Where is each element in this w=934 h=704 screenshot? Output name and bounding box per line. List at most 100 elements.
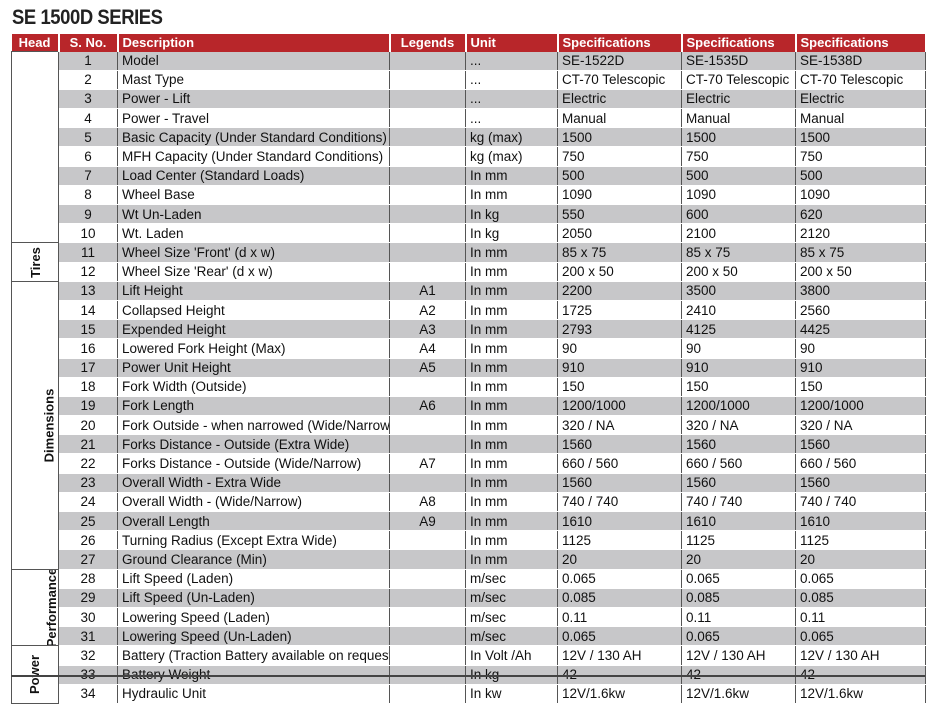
spec-1-cell: 1500 — [557, 127, 682, 148]
legend-cell: A6 — [389, 396, 466, 417]
spec-1-cell: 1610 — [557, 511, 682, 532]
spec-1-cell: 0.065 — [557, 626, 682, 647]
spec-1-cell: SE-1522D — [557, 51, 682, 71]
group-head-cell: Tires — [11, 242, 59, 282]
sno-cell: 26 — [58, 530, 118, 551]
sno-cell: 9 — [58, 204, 118, 225]
spec-1-cell: 85 x 75 — [557, 242, 682, 263]
table-row: 2 Mast Type... CT-70 Telescopic CT-70 Teles… — [12, 70, 926, 90]
spec-2-cell: 0.065 — [681, 626, 796, 647]
description-cell: Forks Distance - Outside (Extra Wide) — [117, 434, 390, 455]
sno-cell: 22 — [58, 453, 118, 474]
spec-3-cell: 1125 — [795, 530, 926, 551]
unit-cell: In mm — [465, 473, 558, 493]
sno-cell: 25 — [58, 511, 118, 532]
spec-1-cell: 150 — [557, 377, 682, 397]
description-cell: Overall Width - (Wide/Narrow) — [117, 492, 390, 513]
sno-cell: 28 — [58, 569, 118, 589]
spec-3-cell: 1200/1000 — [795, 396, 926, 417]
header-sno: S. No. — [58, 34, 119, 52]
sno-cell: 31 — [58, 626, 118, 647]
table-row: 9 Wt Un-Laden In kg 550 600 620 — [12, 204, 926, 225]
description-cell: Battery (Traction Battery available on r… — [117, 645, 390, 666]
description-cell: Wt Un-Laden — [117, 204, 390, 225]
sno-cell: 5 — [58, 127, 118, 148]
description-cell: Lift Speed (Un-Laden) — [117, 588, 390, 608]
sno-cell: 16 — [58, 338, 118, 359]
description-cell: Hydraulic Unit — [117, 684, 390, 704]
spec-2-cell: 0.11 — [681, 607, 796, 628]
spec-1-cell: 740 / 740 — [557, 492, 682, 513]
unit-cell: In mm — [465, 358, 558, 378]
table-row: 6 MFH Capacity (Under Standard Conditions… — [12, 146, 926, 167]
unit-cell: ... — [465, 108, 558, 129]
table-row: 25 Overall Length A9 In mm 1610 1610 1610 — [12, 511, 926, 532]
spec-3-cell: 1560 — [795, 473, 926, 493]
legend-cell: A8 — [389, 492, 466, 513]
description-cell: Load Center (Standard Loads) — [117, 166, 390, 186]
table-row: 23 Overall Width - Extra Wide In mm 1560 156… — [12, 473, 926, 493]
sno-cell: 3 — [58, 89, 118, 110]
table-row: 3 Power - Lift... Electric Electric Electric — [12, 89, 926, 110]
legend-cell — [389, 684, 466, 704]
unit-cell: In mm — [465, 281, 558, 301]
legend-cell — [389, 377, 466, 397]
legend-cell — [389, 108, 466, 129]
header-spec-1: Specifications — [557, 34, 683, 52]
sno-cell: 27 — [58, 549, 118, 570]
legend-cell — [389, 645, 466, 666]
spec-3-cell: Electric — [795, 89, 926, 110]
unit-cell: kg (max) — [465, 146, 558, 167]
legend-cell — [389, 51, 466, 71]
table-row: Tires 11 Wheel Size 'Front' (d x w) In mm 85… — [11, 242, 926, 282]
header-spec-2: Specifications — [681, 34, 797, 52]
spec-2-cell: CT-70 Telescopic — [681, 70, 796, 90]
sno-cell: 11 — [58, 242, 118, 263]
unit-cell: In mm — [465, 338, 558, 359]
sno-cell: 24 — [58, 492, 118, 513]
spec-2-cell: 910 — [681, 358, 796, 378]
unit-cell: kg (max) — [465, 127, 558, 148]
legend-cell: A7 — [389, 453, 466, 474]
spec-2-cell: 90 — [681, 338, 796, 359]
legend-cell — [389, 127, 466, 148]
spec-1-cell: 1725 — [557, 300, 682, 321]
legend-cell — [389, 242, 466, 263]
spec-2-cell: 4125 — [681, 319, 796, 340]
unit-cell: In kg — [465, 204, 558, 225]
sno-cell: 19 — [58, 396, 118, 417]
spec-2-cell: 3500 — [681, 281, 796, 301]
spec-2-cell: 500 — [681, 166, 796, 186]
description-cell: Lift Height — [117, 281, 390, 301]
spec-1-cell: 0.065 — [557, 569, 682, 589]
spec-2-cell: 1200/1000 — [681, 396, 796, 417]
spec-2-cell: 150 — [681, 377, 796, 397]
sno-cell: 4 — [58, 108, 118, 129]
spec-3-cell: CT-70 Telescopic — [795, 70, 926, 90]
spec-1-cell: 320 / NA — [557, 415, 682, 436]
spec-3-cell: 620 — [795, 204, 926, 225]
spec-2-cell: 1500 — [681, 127, 796, 148]
sno-cell: 29 — [58, 588, 118, 608]
legend-cell: A4 — [389, 338, 466, 359]
description-cell: Wheel Size 'Rear' (d x w) — [117, 262, 390, 282]
unit-cell: In Volt /Ah — [465, 645, 558, 666]
unit-cell: In mm — [465, 511, 558, 532]
legend-cell — [389, 549, 466, 570]
spec-2-cell: 1560 — [681, 434, 796, 455]
legend-cell — [389, 473, 466, 493]
table-row: 19 Fork Length A6 In mm 1200/1000 1200/1000 12… — [12, 396, 926, 417]
description-cell: MFH Capacity (Under Standard Conditions) — [117, 146, 390, 167]
description-cell: Collapsed Height — [117, 300, 390, 321]
sno-cell: 23 — [58, 473, 118, 493]
spec-1-cell: Manual — [557, 108, 682, 129]
page-title: SE 1500D SERIES — [12, 6, 163, 29]
spec-3-cell: 500 — [795, 166, 926, 186]
spec-3-cell: 1560 — [795, 434, 926, 455]
legend-cell — [389, 89, 466, 110]
spec-1-cell: 1200/1000 — [557, 396, 682, 417]
unit-cell: In mm — [465, 453, 558, 474]
table-header-row: Head S. No. Description Legends Unit Spe… — [11, 34, 927, 52]
unit-cell: In mm — [465, 396, 558, 417]
spec-1-cell: 20 — [557, 549, 682, 570]
